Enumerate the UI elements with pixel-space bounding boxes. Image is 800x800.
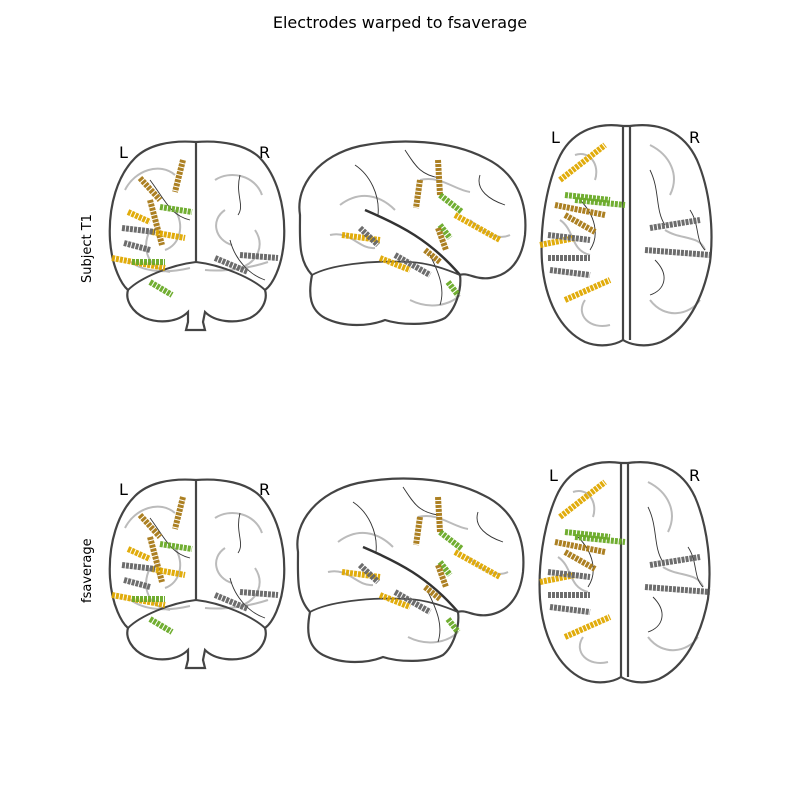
electrode-strip <box>357 562 381 585</box>
electrode-strip <box>574 197 626 208</box>
electrode-strip <box>438 529 464 552</box>
electrode-strip <box>574 534 626 545</box>
electrode-strip <box>649 554 701 568</box>
axial-left-marker: L <box>549 466 558 485</box>
electrode-strip <box>151 229 186 241</box>
electrode-strip <box>423 584 442 602</box>
electrode-strip <box>547 232 591 243</box>
electrode-strip <box>558 479 607 520</box>
electrode-strip <box>437 560 453 577</box>
electrode-strip <box>172 496 186 530</box>
electrode-strip <box>435 563 449 589</box>
electrode-strip <box>445 617 461 634</box>
electrode-strip <box>564 529 611 540</box>
electrode-strip <box>357 225 381 248</box>
figure-title: Electrodes warped to fsaverage <box>272 13 528 32</box>
coronal-left-marker: L <box>119 480 128 499</box>
electrode-strip <box>159 541 193 552</box>
coronal-view-subject <box>108 140 286 332</box>
electrode-strip <box>413 179 423 209</box>
electrode-strip <box>435 159 443 196</box>
coronal-view-fsaverage <box>108 478 286 670</box>
electrode-strip <box>137 175 163 203</box>
electrode-strip <box>341 569 381 580</box>
electrode-strip <box>413 516 423 546</box>
electrode-strip <box>121 225 156 235</box>
electrode-strip <box>378 592 412 610</box>
electrode-strip <box>147 199 165 246</box>
electrode-strip <box>435 496 443 533</box>
electrode-strip <box>121 562 156 572</box>
axial-left-marker: L <box>551 128 560 147</box>
electrode-strip <box>159 204 193 215</box>
electrode-strip <box>148 616 174 635</box>
electrode-strip <box>147 536 165 583</box>
electrode-strip <box>445 280 461 297</box>
electrode-markers <box>111 142 711 640</box>
electrode-strip <box>239 252 279 261</box>
electrode-strip <box>213 255 250 275</box>
electrode-strip <box>148 279 174 298</box>
electrode-strip <box>438 192 464 215</box>
electrode-strip <box>547 569 591 580</box>
electrode-strip <box>126 546 152 562</box>
electrode-strip <box>341 232 381 243</box>
coronal-right-marker: R <box>259 480 271 499</box>
electrode-strip <box>172 159 186 193</box>
sagittal-view-fsaverage <box>296 477 525 664</box>
electrode-strip <box>644 247 711 258</box>
electrode-strip <box>437 223 453 240</box>
electrode-strip <box>435 226 449 252</box>
electrode-strip <box>554 202 606 218</box>
axial-right-marker: R <box>689 128 701 147</box>
electrode-strip <box>564 192 611 203</box>
electrode-strip <box>378 255 412 273</box>
axial-right-marker: R <box>689 466 701 485</box>
electrode-strip <box>393 589 432 615</box>
electrode-strip <box>126 209 152 225</box>
electrode-strip <box>423 247 442 265</box>
electrode-strip <box>151 566 186 578</box>
electrode-strip <box>123 240 151 253</box>
electrode-strip <box>123 577 151 590</box>
electrode-strip <box>213 592 250 612</box>
electrode-strip <box>137 512 163 540</box>
coronal-right-marker: R <box>259 143 271 162</box>
electrode-strip <box>563 212 597 235</box>
coronal-left-marker: L <box>119 143 128 162</box>
electrode-strip <box>563 614 612 640</box>
electrode-strip <box>649 217 701 231</box>
electrode-strip <box>453 212 502 243</box>
electrode-strip <box>393 252 432 278</box>
electrode-strip <box>563 549 597 572</box>
electrode-strip <box>558 142 607 183</box>
electrode-strip <box>239 589 279 598</box>
electrode-strip <box>453 549 502 580</box>
electrode-strip <box>554 539 606 555</box>
electrode-strip <box>549 267 591 278</box>
electrode-strip <box>644 584 711 595</box>
electrode-strip <box>549 604 591 615</box>
electrode-strip <box>563 277 612 303</box>
